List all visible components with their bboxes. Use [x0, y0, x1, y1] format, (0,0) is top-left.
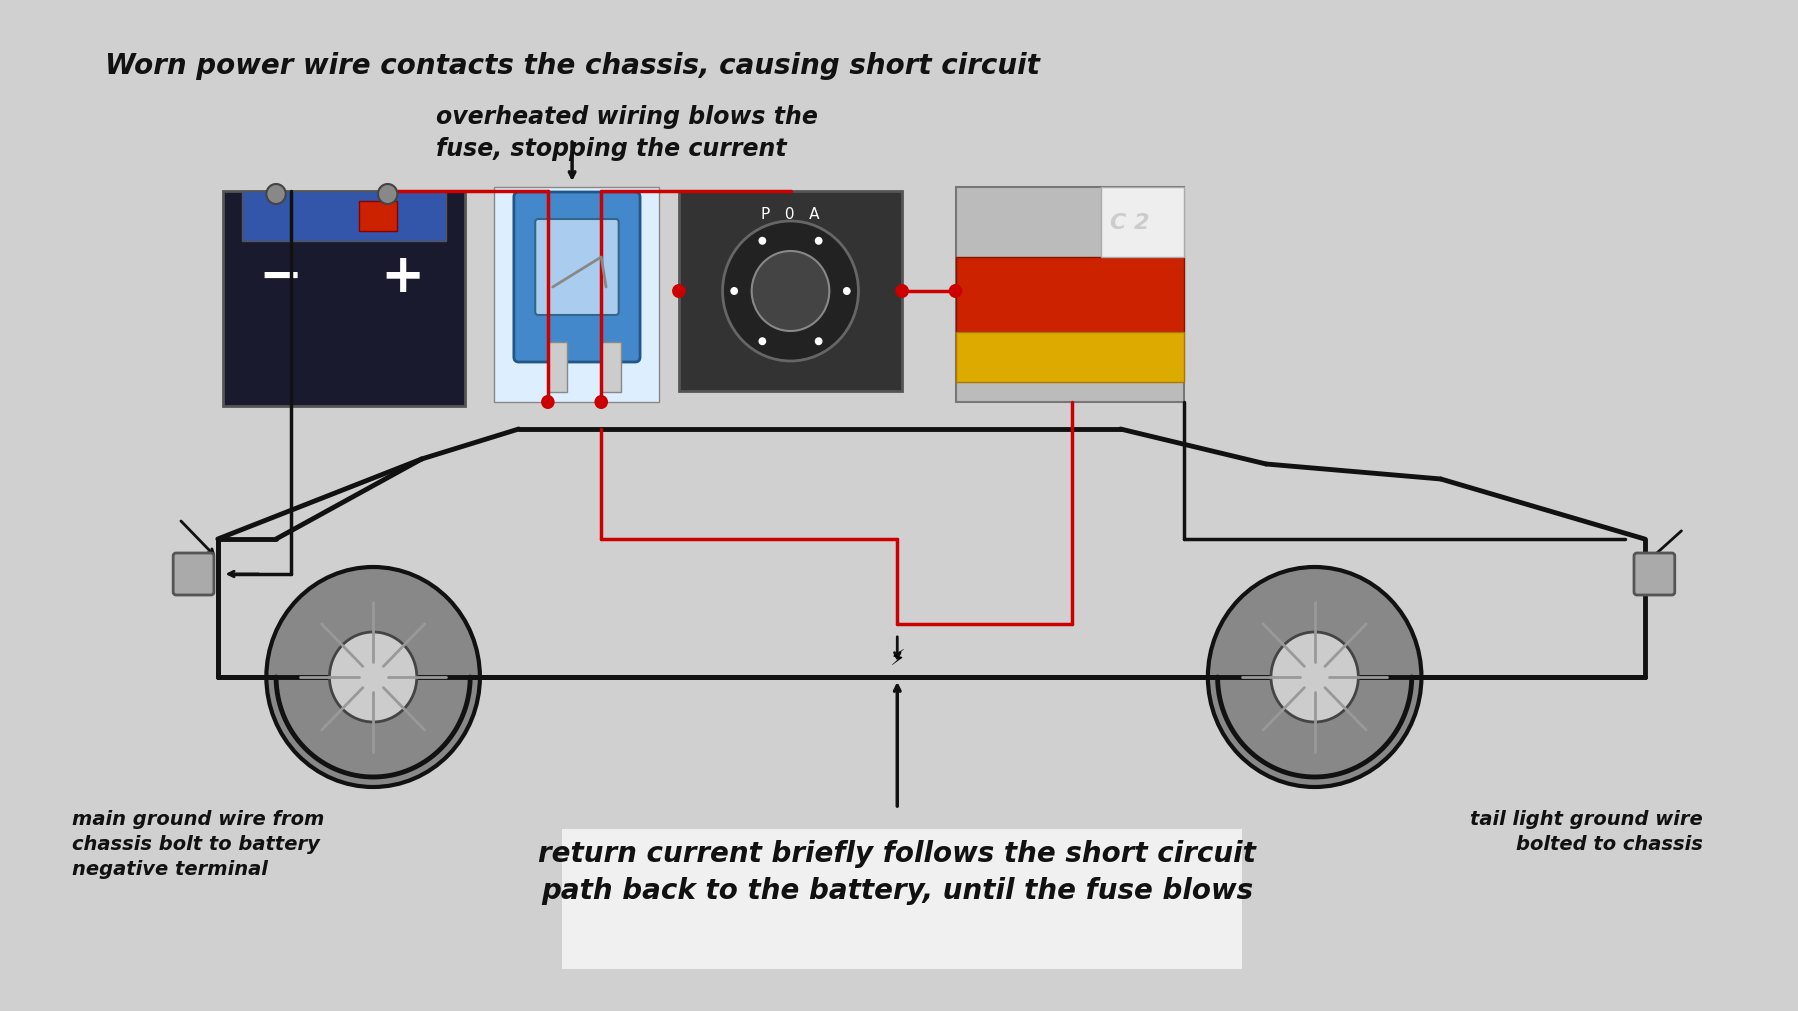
Circle shape — [672, 285, 685, 298]
Text: C 2: C 2 — [1109, 212, 1149, 233]
Circle shape — [814, 338, 822, 346]
Circle shape — [814, 238, 822, 246]
Circle shape — [593, 395, 608, 409]
Bar — [358, 202, 397, 232]
Bar — [678, 192, 901, 391]
Circle shape — [266, 567, 480, 788]
FancyBboxPatch shape — [536, 219, 619, 315]
Circle shape — [541, 395, 554, 409]
Circle shape — [895, 285, 908, 298]
Bar — [223, 192, 466, 406]
Circle shape — [752, 252, 829, 332]
Circle shape — [948, 285, 962, 298]
Text: main ground wire from
chassis bolt to battery
negative terminal: main ground wire from chassis bolt to ba… — [72, 809, 324, 879]
FancyBboxPatch shape — [173, 553, 214, 595]
Bar — [1100, 188, 1183, 258]
FancyBboxPatch shape — [514, 193, 640, 363]
Circle shape — [329, 632, 417, 722]
Circle shape — [378, 185, 397, 205]
Text: tail light ground wire
bolted to chassis: tail light ground wire bolted to chassis — [1469, 809, 1703, 853]
Bar — [494, 188, 660, 402]
Text: −: − — [259, 251, 302, 302]
Circle shape — [1269, 632, 1357, 722]
Circle shape — [723, 221, 858, 362]
Circle shape — [759, 238, 766, 246]
Text: Worn power wire contacts the chassis, causing short circuit: Worn power wire contacts the chassis, ca… — [104, 52, 1039, 80]
Circle shape — [1206, 567, 1420, 788]
Circle shape — [759, 338, 766, 346]
Circle shape — [730, 288, 737, 295]
Bar — [955, 258, 1183, 333]
FancyBboxPatch shape — [563, 829, 1241, 969]
Text: +: + — [379, 251, 424, 302]
Bar — [243, 192, 446, 242]
Text: P   0   A: P 0 A — [761, 207, 820, 221]
Bar — [955, 188, 1183, 402]
Bar — [601, 343, 620, 392]
Text: return current briefly follows the short circuit
path back to the battery, until: return current briefly follows the short… — [538, 839, 1255, 904]
Bar — [955, 333, 1183, 382]
Circle shape — [843, 288, 850, 295]
FancyBboxPatch shape — [1633, 553, 1674, 595]
Text: overheated wiring blows the
fuse, stopping the current: overheated wiring blows the fuse, stoppi… — [435, 105, 818, 161]
Circle shape — [266, 185, 286, 205]
Bar — [548, 343, 566, 392]
Text: ⚡: ⚡ — [888, 649, 904, 669]
